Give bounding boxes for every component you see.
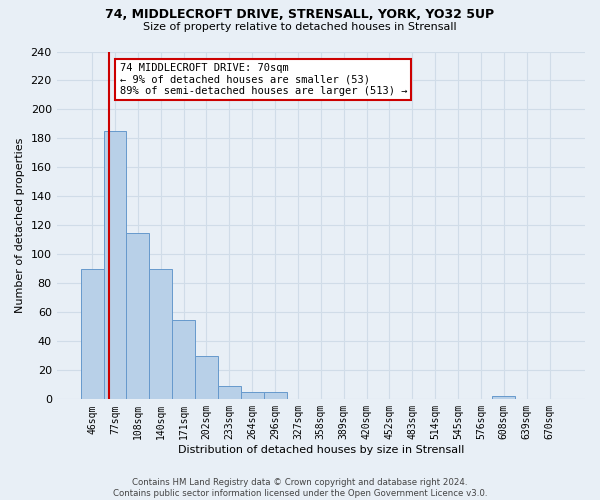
Bar: [218, 386, 241, 400]
Bar: [195, 356, 218, 400]
Bar: [493, 396, 515, 400]
Text: Contains HM Land Registry data © Crown copyright and database right 2024.
Contai: Contains HM Land Registry data © Crown c…: [113, 478, 487, 498]
Bar: [80, 269, 104, 400]
Bar: [149, 269, 172, 400]
Bar: [172, 320, 195, 400]
Text: 74, MIDDLECROFT DRIVE, STRENSALL, YORK, YO32 5UP: 74, MIDDLECROFT DRIVE, STRENSALL, YORK, …: [106, 8, 494, 20]
Y-axis label: Number of detached properties: Number of detached properties: [15, 138, 25, 313]
X-axis label: Distribution of detached houses by size in Strensall: Distribution of detached houses by size …: [178, 445, 464, 455]
Bar: [263, 392, 287, 400]
Bar: [104, 131, 127, 400]
Text: 74 MIDDLECROFT DRIVE: 70sqm
← 9% of detached houses are smaller (53)
89% of semi: 74 MIDDLECROFT DRIVE: 70sqm ← 9% of deta…: [119, 63, 407, 96]
Bar: [127, 232, 149, 400]
Bar: [241, 392, 263, 400]
Text: Size of property relative to detached houses in Strensall: Size of property relative to detached ho…: [143, 22, 457, 32]
